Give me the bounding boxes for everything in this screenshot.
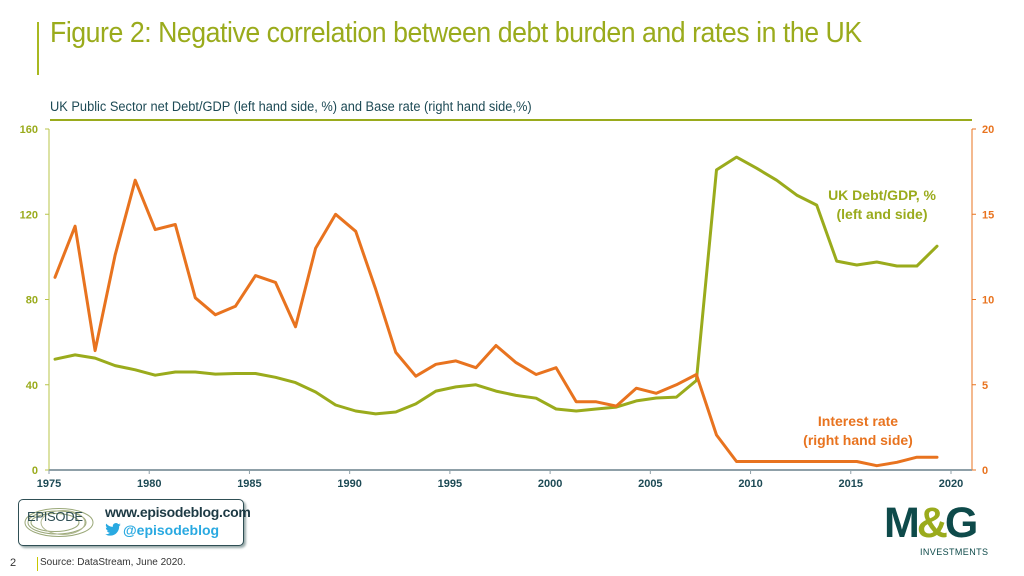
mg-logo-subtext: INVESTMENTS [920,547,989,557]
mg-logo-g: G [944,499,978,547]
mg-logo-wordmark: M&G [884,499,978,548]
x-tick-label: 1980 [137,478,161,490]
right-tick-label: 10 [982,295,994,307]
x-tick-label: 2000 [538,478,562,490]
rate-annotation-line1: Interest rate [818,413,898,429]
x-axis-ticks: 1975 1980 1985 1990 1995 2000 2005 2010 2015 2020 [37,470,963,490]
source-note: Source: DataStream, June 2020. [40,557,186,568]
x-tick-label: 1975 [37,478,61,490]
right-tick-label: 0 [982,465,988,477]
debt-gdp-line [53,155,939,416]
episode-url-link[interactable]: www.episodeblog.com [105,504,251,520]
right-axis-ticks: 0 5 10 15 20 [972,124,994,477]
interest-rate-line [53,178,939,468]
debt-annotation-line1: UK Debt/GDP, % [828,187,936,203]
title-accent-bar [37,22,39,75]
left-tick-label: 80 [26,295,38,307]
left-tick-label: 160 [20,124,38,136]
episode-logo-text: EPISODE [27,509,83,524]
episode-twitter-link[interactable]: @episodeblog [105,522,219,538]
mg-investments-logo: M&G INVESTMENTS [884,499,994,558]
x-tick-label: 2010 [738,478,762,490]
right-tick-label: 5 [982,380,988,392]
x-tick-label: 1985 [237,478,261,490]
x-tick-label: 2020 [939,478,963,490]
x-tick-label: 2015 [839,478,863,490]
left-tick-label: 40 [26,380,38,392]
source-accent-bar [37,557,38,571]
right-tick-label: 20 [982,124,994,136]
chart-subtitle: UK Public Sector net Debt/GDP (left hand… [50,99,532,114]
right-tick-label: 15 [982,209,994,221]
left-tick-label: 120 [20,209,38,221]
series-lines [53,155,939,468]
episode-twitter-handle: @episodeblog [123,522,220,538]
episode-blog-banner[interactable]: EPISODE www.episodeblog.com @episodeblog [18,499,251,546]
page-number: 2 [10,557,17,569]
page-title: Figure 2: Negative correlation between d… [50,17,862,49]
left-axis-ticks: 0 40 80 120 160 [20,124,49,477]
left-tick-label: 0 [32,465,38,477]
x-tick-label: 1995 [438,478,462,490]
x-tick-label: 1990 [337,478,361,490]
mg-logo-m: M [884,499,920,547]
rate-annotation-line2: (right hand side) [803,432,913,448]
episode-logo-icon [24,508,94,537]
twitter-bird-icon [105,523,121,536]
x-tick-label: 2005 [638,478,662,490]
debt-annotation-line2: (left and side) [836,206,927,222]
mg-logo-ampersand: & [916,499,948,547]
